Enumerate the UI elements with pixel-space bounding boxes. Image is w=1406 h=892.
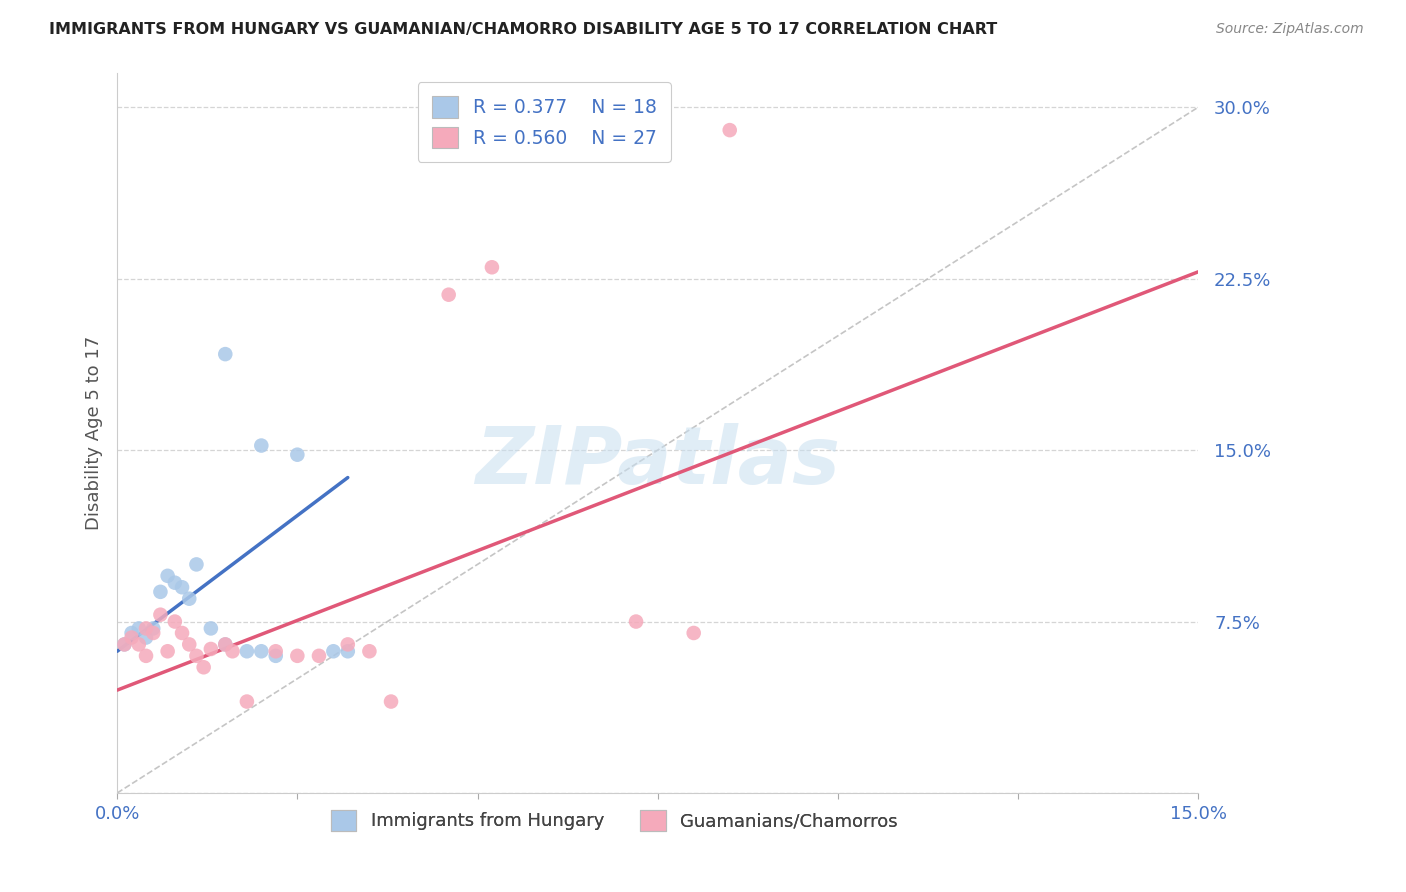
Point xyxy=(359,644,381,658)
Point xyxy=(322,644,344,658)
Point xyxy=(682,626,704,640)
Point xyxy=(200,621,222,635)
Point xyxy=(179,637,201,651)
Text: IMMIGRANTS FROM HUNGARY VS GUAMANIAN/CHAMORRO DISABILITY AGE 5 TO 17 CORRELATION: IMMIGRANTS FROM HUNGARY VS GUAMANIAN/CHA… xyxy=(49,22,997,37)
Point xyxy=(156,644,179,658)
Point xyxy=(121,631,143,645)
Point xyxy=(112,637,135,651)
Point xyxy=(285,648,308,663)
Point xyxy=(135,648,157,663)
Point xyxy=(170,626,193,640)
Point xyxy=(437,287,460,301)
Point xyxy=(236,644,259,658)
Point xyxy=(121,626,143,640)
Point xyxy=(163,615,186,629)
Y-axis label: Disability Age 5 to 17: Disability Age 5 to 17 xyxy=(86,336,103,530)
Point xyxy=(380,694,402,708)
Point xyxy=(624,615,647,629)
Point xyxy=(186,648,208,663)
Point xyxy=(128,637,150,651)
Point xyxy=(200,642,222,657)
Point xyxy=(221,644,243,658)
Legend: Immigrants from Hungary, Guamanians/Chamorros: Immigrants from Hungary, Guamanians/Cham… xyxy=(323,803,905,838)
Point xyxy=(193,660,215,674)
Point xyxy=(264,644,287,658)
Point xyxy=(718,123,741,137)
Point xyxy=(236,694,259,708)
Point xyxy=(149,584,172,599)
Point xyxy=(135,631,157,645)
Point xyxy=(250,644,273,658)
Point xyxy=(264,648,287,663)
Point xyxy=(112,637,135,651)
Point xyxy=(250,438,273,452)
Text: ZIPatlas: ZIPatlas xyxy=(475,423,841,500)
Point xyxy=(170,580,193,594)
Point xyxy=(149,607,172,622)
Point xyxy=(214,347,236,361)
Point xyxy=(214,637,236,651)
Point xyxy=(163,575,186,590)
Point xyxy=(481,260,503,275)
Point xyxy=(142,621,165,635)
Point xyxy=(135,621,157,635)
Point xyxy=(336,637,359,651)
Point xyxy=(179,591,201,606)
Point xyxy=(186,558,208,572)
Point xyxy=(336,644,359,658)
Point xyxy=(142,626,165,640)
Point xyxy=(214,637,236,651)
Point xyxy=(285,448,308,462)
Point xyxy=(308,648,330,663)
Point xyxy=(156,569,179,583)
Text: Source: ZipAtlas.com: Source: ZipAtlas.com xyxy=(1216,22,1364,37)
Point xyxy=(128,621,150,635)
